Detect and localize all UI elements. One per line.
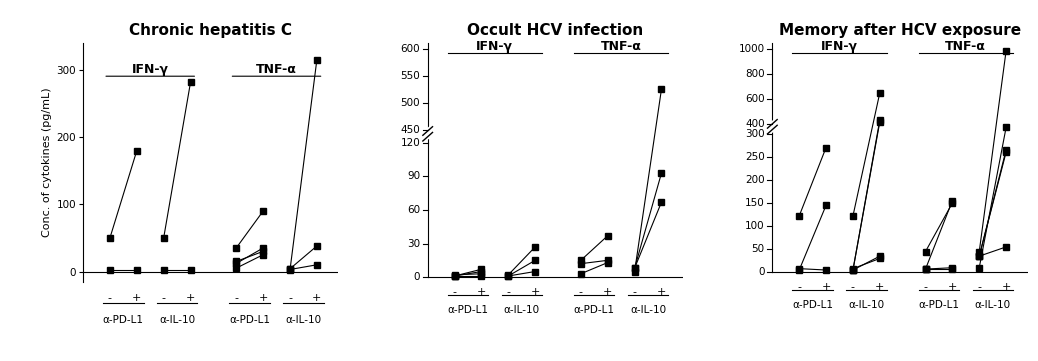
Text: α-IL-10: α-IL-10	[848, 300, 884, 310]
Text: α-IL-10: α-IL-10	[285, 315, 322, 325]
Text: +: +	[603, 287, 612, 297]
Text: α-IL-10: α-IL-10	[630, 305, 666, 314]
Text: TNF-α: TNF-α	[256, 63, 297, 76]
Text: 90: 90	[407, 171, 420, 181]
Text: +: +	[948, 282, 957, 292]
Text: α-IL-10: α-IL-10	[975, 300, 1011, 310]
Text: 800: 800	[745, 69, 765, 79]
Text: -: -	[579, 287, 583, 297]
Text: -: -	[162, 293, 166, 304]
Text: 100: 100	[745, 221, 765, 231]
Text: -: -	[977, 282, 981, 292]
Text: -: -	[632, 287, 636, 297]
Y-axis label: Conc. of cytokines (pg/mL): Conc. of cytokines (pg/mL)	[43, 88, 52, 237]
Text: +: +	[258, 293, 268, 304]
Text: 300: 300	[745, 129, 765, 139]
Text: +: +	[312, 293, 322, 304]
Text: +: +	[875, 282, 884, 292]
Text: 600: 600	[401, 44, 420, 54]
Text: 250: 250	[745, 152, 765, 162]
Text: 450: 450	[401, 125, 420, 135]
Text: -: -	[507, 287, 511, 297]
Text: α-PD-L1: α-PD-L1	[103, 315, 144, 325]
Text: α-PD-L1: α-PD-L1	[229, 315, 270, 325]
Text: α-IL-10: α-IL-10	[503, 305, 540, 314]
Text: 0: 0	[414, 272, 420, 282]
Title: Memory after HCV exposure: Memory after HCV exposure	[778, 23, 1021, 38]
Text: 30: 30	[407, 239, 420, 248]
Text: -: -	[851, 282, 855, 292]
Text: +: +	[186, 293, 195, 304]
Text: 400: 400	[745, 119, 765, 129]
Title: Chronic hepatitis C: Chronic hepatitis C	[129, 23, 292, 38]
Text: 1000: 1000	[739, 44, 765, 55]
Text: -: -	[924, 282, 928, 292]
Text: -: -	[108, 293, 112, 304]
Text: α-PD-L1: α-PD-L1	[447, 305, 489, 314]
Text: +: +	[530, 287, 540, 297]
Text: +: +	[132, 293, 141, 304]
Text: α-PD-L1: α-PD-L1	[792, 300, 834, 310]
Text: α-PD-L1: α-PD-L1	[919, 300, 959, 310]
Text: IFN-γ: IFN-γ	[476, 40, 514, 53]
Text: +: +	[821, 282, 830, 292]
Text: +: +	[657, 287, 666, 297]
Title: Occult HCV infection: Occult HCV infection	[467, 23, 644, 38]
Text: 0: 0	[759, 268, 765, 277]
Text: 50: 50	[752, 244, 765, 254]
Text: TNF-α: TNF-α	[946, 40, 986, 53]
Text: IFN-γ: IFN-γ	[132, 63, 169, 76]
Text: +: +	[1002, 282, 1011, 292]
Text: 550: 550	[401, 71, 420, 81]
Text: 500: 500	[401, 97, 420, 108]
Text: TNF-α: TNF-α	[601, 40, 641, 53]
Text: -: -	[235, 293, 238, 304]
Text: 120: 120	[401, 138, 420, 148]
Text: 200: 200	[745, 175, 765, 185]
Text: -: -	[797, 282, 801, 292]
Text: IFN-γ: IFN-γ	[821, 40, 858, 53]
Text: +: +	[476, 287, 486, 297]
Text: 600: 600	[745, 94, 765, 104]
Text: 150: 150	[745, 198, 765, 208]
Text: 60: 60	[407, 205, 420, 215]
Text: α-PD-L1: α-PD-L1	[574, 305, 614, 314]
Text: -: -	[288, 293, 292, 304]
Text: -: -	[453, 287, 457, 297]
Text: α-IL-10: α-IL-10	[159, 315, 195, 325]
